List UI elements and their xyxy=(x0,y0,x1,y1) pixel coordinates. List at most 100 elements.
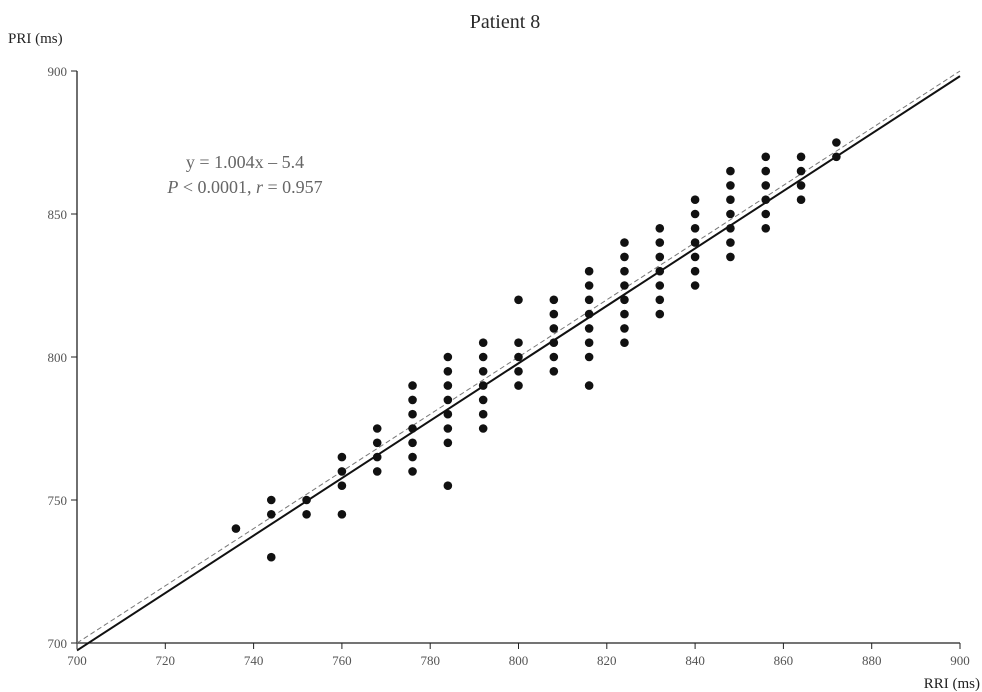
data-point xyxy=(478,395,488,405)
data-point xyxy=(620,281,629,290)
x-tick-label: 840 xyxy=(685,653,705,668)
data-point xyxy=(655,281,665,290)
data-point xyxy=(690,238,700,247)
x-tick-label: 800 xyxy=(509,653,529,668)
data-point xyxy=(655,224,665,233)
x-tick-label: 740 xyxy=(244,653,264,668)
data-point xyxy=(443,395,453,405)
y-tick-label: 800 xyxy=(48,350,68,365)
data-point xyxy=(690,195,700,204)
data-point xyxy=(372,438,382,448)
data-point xyxy=(620,266,629,276)
y-tick-label: 850 xyxy=(48,207,68,222)
data-point xyxy=(302,495,311,505)
data-point xyxy=(408,381,417,390)
data-point xyxy=(549,338,559,348)
r-symbol: r xyxy=(256,177,264,197)
x-tick-label: 700 xyxy=(67,653,87,668)
y-axis-label: PRI (ms) xyxy=(8,31,63,47)
data-point xyxy=(726,252,735,262)
data-point xyxy=(690,266,700,276)
regression-equation: y = 1.004x – 5.4 xyxy=(186,152,304,172)
data-point xyxy=(443,367,453,376)
data-point xyxy=(655,238,665,247)
axes: 700 720 740 760 780 800 820 840 860 880 900 700 750 8… xyxy=(48,64,970,668)
data-point xyxy=(478,338,488,348)
data-point xyxy=(549,324,559,333)
data-point xyxy=(337,467,347,476)
data-point xyxy=(478,352,488,362)
x-tick-label: 760 xyxy=(332,653,352,668)
data-point xyxy=(478,424,488,433)
data-point xyxy=(408,438,417,448)
data-point xyxy=(584,295,594,305)
data-point xyxy=(690,252,700,262)
data-point xyxy=(514,367,523,376)
p-symbol: P xyxy=(166,177,178,197)
data-point xyxy=(266,552,276,562)
data-point xyxy=(408,467,417,476)
data-point xyxy=(337,452,347,462)
data-point xyxy=(443,352,453,362)
data-point xyxy=(372,424,382,433)
data-point xyxy=(514,338,523,348)
x-tick-label: 860 xyxy=(774,653,794,668)
data-point xyxy=(478,409,488,419)
p-value: < 0.0001, xyxy=(178,177,256,197)
data-point xyxy=(796,181,806,190)
data-point xyxy=(584,281,594,290)
data-point xyxy=(478,367,488,376)
data-point xyxy=(620,324,629,333)
data-point xyxy=(832,152,841,162)
data-point xyxy=(584,381,594,390)
r-value: = 0.957 xyxy=(263,177,323,197)
data-point xyxy=(337,481,347,491)
data-point xyxy=(443,381,453,390)
data-point xyxy=(655,266,665,276)
data-point xyxy=(266,510,276,519)
data-point xyxy=(443,481,453,491)
data-point xyxy=(549,295,559,305)
y-tick-label: 900 xyxy=(48,64,68,79)
x-tick-label: 820 xyxy=(597,653,617,668)
data-point xyxy=(726,209,735,219)
data-point xyxy=(620,309,629,319)
data-point xyxy=(726,238,735,247)
data-point xyxy=(584,338,594,348)
data-point xyxy=(690,209,700,219)
data-point xyxy=(549,367,559,376)
data-point xyxy=(443,438,453,448)
data-point xyxy=(584,352,594,362)
data-point xyxy=(761,209,771,219)
data-point xyxy=(266,495,276,505)
x-axis-label: RRI (ms) xyxy=(924,676,980,692)
data-point xyxy=(584,324,594,333)
data-points xyxy=(231,138,841,562)
data-point xyxy=(337,510,347,519)
data-point xyxy=(408,395,417,405)
data-point xyxy=(655,252,665,262)
regression-stats: P < 0.0001, r = 0.957 xyxy=(166,177,322,197)
data-point xyxy=(549,352,559,362)
data-point xyxy=(726,181,735,190)
x-tick-label: 900 xyxy=(950,653,970,668)
y-tick-label: 700 xyxy=(48,636,68,651)
data-point xyxy=(514,381,523,390)
data-point xyxy=(408,409,417,419)
data-point xyxy=(761,166,771,176)
regression-line xyxy=(76,75,961,652)
data-point xyxy=(726,224,735,233)
data-point xyxy=(655,309,665,319)
data-point xyxy=(761,195,771,204)
data-point xyxy=(620,252,629,262)
data-point xyxy=(443,424,453,433)
chart-title: Patient 8 xyxy=(470,11,541,33)
data-point xyxy=(761,224,771,233)
data-point xyxy=(584,266,594,276)
data-point xyxy=(726,166,735,176)
x-tick-label: 720 xyxy=(156,653,176,668)
data-point xyxy=(620,295,629,305)
data-point xyxy=(726,195,735,204)
data-point xyxy=(302,510,311,519)
